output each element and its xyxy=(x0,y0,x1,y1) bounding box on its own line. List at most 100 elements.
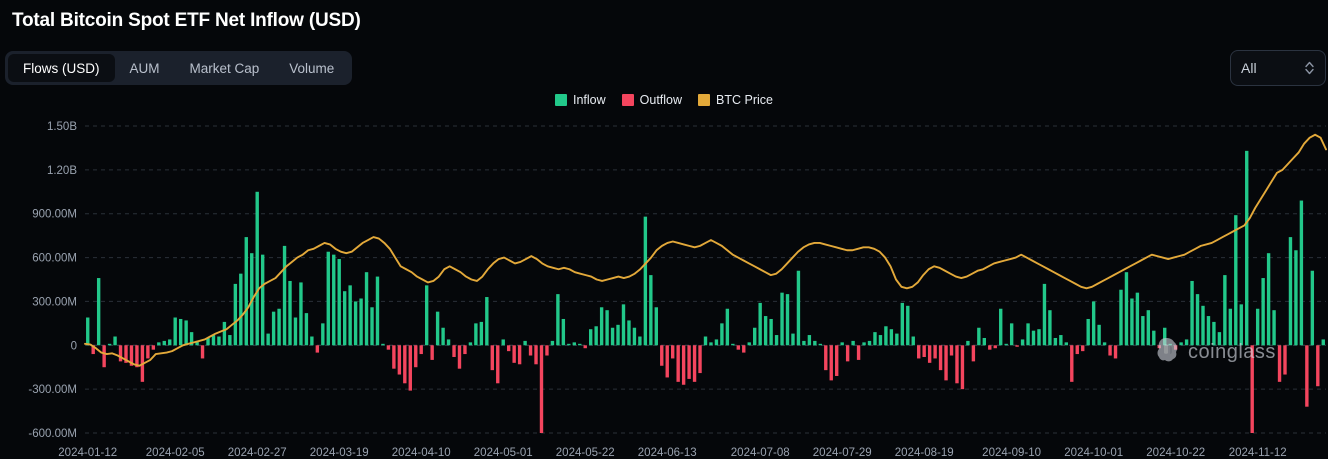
bar-inflow xyxy=(96,278,101,346)
bar-outflow xyxy=(922,345,926,357)
bar-outflow xyxy=(845,345,850,362)
tab-volume[interactable]: Volume xyxy=(289,60,335,76)
legend-item-btc-price[interactable]: BTC Price xyxy=(698,93,773,107)
bar-inflow xyxy=(884,326,888,346)
bar-inflow xyxy=(818,343,822,346)
bar-outflow xyxy=(1113,345,1118,359)
bar-inflow xyxy=(1310,270,1315,346)
bar-outflow xyxy=(419,345,423,355)
bar-inflow xyxy=(1212,321,1216,346)
bar-inflow xyxy=(1097,324,1101,346)
bar-inflow xyxy=(277,308,281,346)
legend-item-outflow[interactable]: Outflow xyxy=(621,93,683,107)
bar-inflow xyxy=(381,343,385,346)
bar-inflow xyxy=(621,304,626,346)
bar-inflow xyxy=(162,340,166,346)
bar-outflow xyxy=(457,345,462,369)
bar-inflow xyxy=(1004,343,1008,346)
bar-inflow xyxy=(796,270,801,346)
bar-outflow xyxy=(938,345,943,371)
bar-inflow xyxy=(1130,298,1134,346)
bar-inflow xyxy=(468,342,473,346)
bar-inflow xyxy=(173,317,177,346)
bar-outflow xyxy=(430,345,434,360)
bar-outflow xyxy=(1283,345,1287,375)
bar-inflow xyxy=(709,342,713,346)
bar-outflow xyxy=(1250,345,1254,433)
bar-inflow xyxy=(370,307,374,346)
bar-inflow xyxy=(271,311,276,346)
bar-outflow xyxy=(736,345,740,350)
bar-inflow xyxy=(999,308,1003,346)
bar-outflow xyxy=(1108,345,1112,356)
x-axis-tick-label: 2024-06-13 xyxy=(638,447,697,459)
bar-inflow xyxy=(1201,305,1205,346)
bar-outflow xyxy=(1070,345,1074,382)
bar-inflow xyxy=(807,335,812,346)
bar-inflow xyxy=(977,327,981,346)
bar-inflow xyxy=(769,318,773,346)
bar-inflow xyxy=(610,327,615,346)
bar-inflow xyxy=(1266,253,1271,346)
bar-inflow xyxy=(501,339,505,346)
bar-inflow xyxy=(714,339,719,346)
bar-outflow xyxy=(660,345,664,366)
legend-item-inflow[interactable]: Inflow xyxy=(555,93,606,107)
bar-inflow xyxy=(299,282,303,346)
bar-inflow xyxy=(255,191,259,346)
bar-inflow xyxy=(326,251,330,346)
legend-label-outflow: Outflow xyxy=(639,93,683,107)
bar-inflow xyxy=(627,320,631,346)
bar-outflow xyxy=(512,345,516,363)
bar-inflow xyxy=(211,335,216,346)
bar-inflow xyxy=(1020,339,1025,346)
legend-swatch-btc-price xyxy=(698,94,711,106)
chart-svg: 1.50B 1.20B 900.00M 600.00M 300.00M 0 -300.00M… xyxy=(28,121,1327,459)
bar-inflow xyxy=(321,323,325,346)
tab-flows-usd[interactable]: Flows (USD) xyxy=(8,54,115,82)
bar-inflow xyxy=(195,340,199,346)
chevron-up-down-icon xyxy=(1304,59,1315,77)
x-axis-tick-label: 2024-04-10 xyxy=(392,447,451,459)
y-axis-tick-label: 900.00M xyxy=(32,209,77,221)
bar-inflow xyxy=(753,327,757,346)
bar-inflow xyxy=(1206,316,1211,346)
bar-inflow xyxy=(86,317,90,346)
bar-inflow xyxy=(293,317,298,346)
x-axis-tick-label: 2024-10-22 xyxy=(1146,447,1205,459)
bar-inflow xyxy=(113,336,117,346)
x-axis-tick-label: 2024-07-08 xyxy=(731,447,790,459)
bar-inflow xyxy=(1009,323,1014,346)
bar-inflow xyxy=(1217,332,1222,346)
bar-outflow xyxy=(665,345,669,378)
bar-inflow xyxy=(1026,323,1030,346)
bar-outflow xyxy=(151,345,156,350)
bar-inflow xyxy=(523,340,527,346)
x-axis-tick-label: 2024-10-01 xyxy=(1064,447,1123,459)
bar-inflow xyxy=(561,318,566,346)
bar-inflow xyxy=(1223,275,1227,346)
tab-aum[interactable]: AUM xyxy=(129,60,160,76)
bar-inflow xyxy=(364,272,369,346)
bar-inflow xyxy=(184,320,188,346)
bar-inflow xyxy=(375,276,380,346)
page-title: Total Bitcoin Spot ETF Net Inflow (USD) xyxy=(12,10,361,31)
bar-outflow xyxy=(583,345,587,349)
y-axis-tick-label: 300.00M xyxy=(32,296,77,308)
bar-inflow xyxy=(720,323,724,346)
bar-inflow xyxy=(654,307,658,346)
bar-outflow xyxy=(742,345,746,353)
y-axis-tick-label: 0 xyxy=(71,340,77,352)
tab-market-cap[interactable]: Market Cap xyxy=(189,60,260,76)
x-axis-tick-label: 2024-01-12 xyxy=(58,447,117,459)
bar-inflow xyxy=(435,311,440,346)
bar-inflow xyxy=(1059,335,1063,346)
y-axis-tick-label: 600.00M xyxy=(32,253,77,265)
bar-inflow xyxy=(589,329,593,346)
bar-inflow xyxy=(206,337,210,346)
bar-inflow xyxy=(1299,200,1304,346)
bar-outflow xyxy=(386,345,391,350)
bar-outflow xyxy=(1316,345,1320,387)
bar-inflow xyxy=(966,340,970,346)
range-select[interactable]: All xyxy=(1230,50,1326,86)
